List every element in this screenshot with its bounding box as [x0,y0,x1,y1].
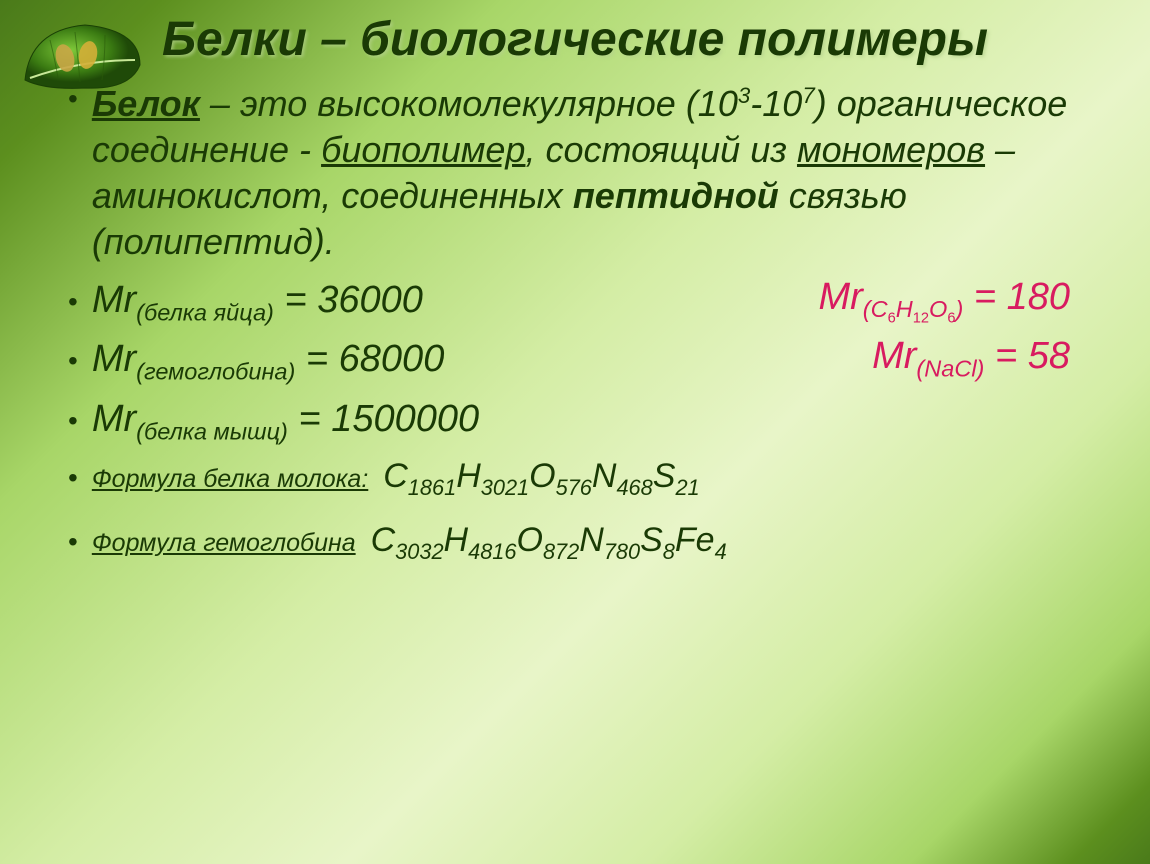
leaf-decoration [10,10,150,100]
mr-left: Mr(белка мышц) = 1500000 [92,395,1100,447]
sub-formula: (С6Н12О6) [863,296,964,322]
mr-row: • Mr(белка яйца) = 36000 Mr(С6Н12О6) = 1… [68,276,1100,328]
formula-row: • Формула белка молока: С1861Н3021О576N4… [68,455,1100,502]
bullet-dot: • [68,284,78,320]
definition-item: • Белок – это высокомолекулярное (103-10… [68,81,1100,265]
mr-row: • Mr(белка мышц) = 1500000 [68,395,1100,447]
mr-row: • Mr(гемоглобина) = 68000 Mr(NaCl) = 58 [68,335,1100,387]
mr-right: Mr(С6Н12О6) = 180 [818,276,1100,327]
formula-label: Формула белка молока: [92,465,368,493]
slide-title: Белки – биологические полимеры [50,12,1100,67]
formula-row: • Формула гемоглобина С3032Н4816О872N780… [68,519,1100,566]
formula-body: Формула белка молока: С1861Н3021О576N468… [92,455,700,502]
mr-right: Mr(NaCl) = 58 [872,335,1100,383]
formula-value: С1861Н3021О576N468S21 [383,457,699,495]
formula-value: С3032Н4816О872N780S8Fe4 [371,521,727,559]
definition-text: Белок – это высокомолекулярное (103-107)… [92,81,1100,265]
bullet-dot: • [68,460,78,496]
mr-left: Mr(белка яйца) = 36000 [92,276,819,328]
bullet-dot: • [68,524,78,560]
mr-left: Mr(гемоглобина) = 68000 [92,335,872,387]
bullet-dot: • [68,343,78,379]
formula-body: Формула гемоглобина С3032Н4816О872N780S8… [92,519,727,566]
leaf-icon [10,10,150,100]
slide-content: • Белок – это высокомолекулярное (103-10… [50,81,1100,566]
formula-label: Формула гемоглобина [92,529,356,557]
slide: Белки – биологические полимеры • Белок –… [0,0,1150,864]
bullet-dot: • [68,403,78,439]
